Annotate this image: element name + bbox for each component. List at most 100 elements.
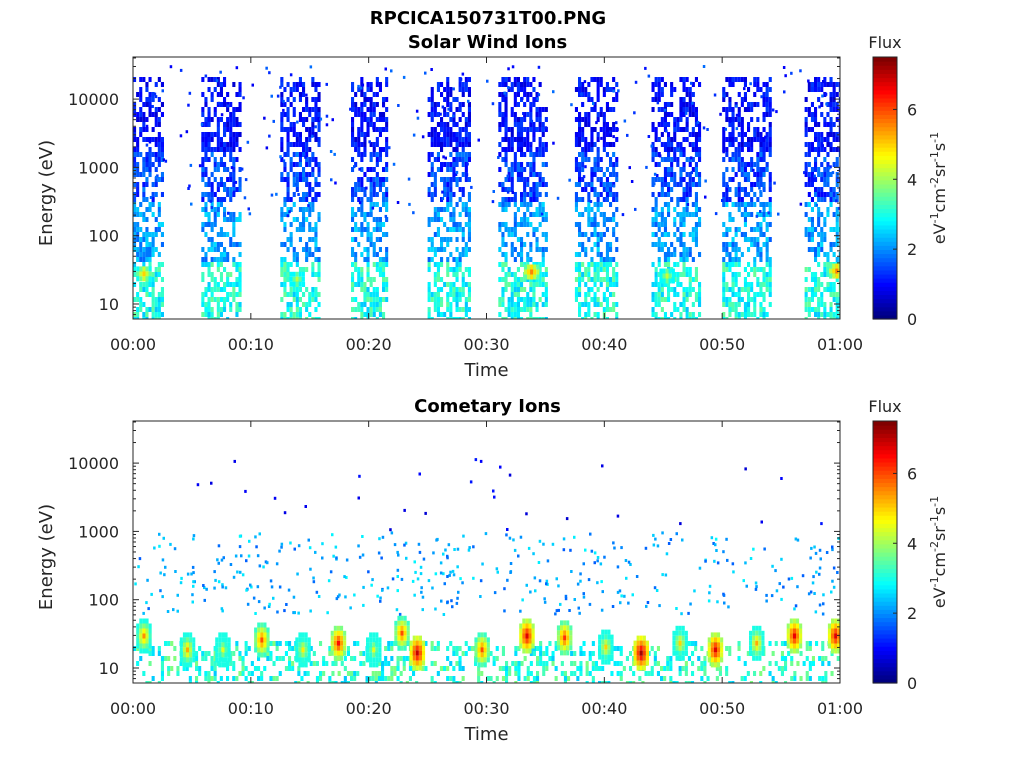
heatmap-cell xyxy=(807,182,811,187)
heatmap-cell xyxy=(305,117,309,122)
heatmap-cell xyxy=(532,212,536,217)
heatmap-cell xyxy=(317,172,321,177)
heatmap-cell xyxy=(651,142,655,147)
heatmap-cell xyxy=(458,187,462,192)
heatmap-cell xyxy=(286,207,290,212)
heatmap-cell xyxy=(541,217,545,222)
heatmap-cell xyxy=(452,317,456,319)
heatmap-cell xyxy=(541,262,545,267)
heatmap-cell xyxy=(826,182,830,187)
heatmap-cell xyxy=(136,307,140,312)
heatmap-cell xyxy=(136,187,140,192)
heatmap-cell xyxy=(599,107,603,112)
heatmap-cell xyxy=(526,232,530,237)
heatmap-cell xyxy=(814,292,818,297)
heatmap-cell xyxy=(161,558,165,562)
heatmap-cell xyxy=(740,232,744,237)
heatmap-cell xyxy=(663,297,667,302)
heatmap-cell xyxy=(691,112,695,117)
heatmap-cell xyxy=(538,122,542,127)
heatmap-cell xyxy=(443,112,447,117)
heatmap-cell xyxy=(740,142,744,147)
heatmap-cell xyxy=(583,80,587,84)
heatmap-cell xyxy=(161,89,164,93)
heatmap-cell xyxy=(317,162,321,167)
heatmap-cell xyxy=(145,124,149,128)
heatmap-cell xyxy=(305,302,309,307)
heatmap-cell xyxy=(498,167,502,172)
heatmap-cell xyxy=(286,152,290,157)
heatmap-cell xyxy=(160,277,164,282)
heatmap-cell xyxy=(814,252,818,257)
heatmap-cell xyxy=(311,134,314,138)
heatmap-cell xyxy=(513,137,517,142)
heatmap-cell xyxy=(581,117,585,122)
heatmap-cell xyxy=(768,127,772,132)
heatmap-cell xyxy=(461,152,465,157)
heatmap-cell xyxy=(670,102,674,107)
heatmap-cell xyxy=(142,197,146,202)
heatmap-cell xyxy=(430,137,434,142)
heatmap-cell xyxy=(154,312,158,317)
heatmap-cell xyxy=(580,92,583,96)
heatmap-cell xyxy=(238,545,242,549)
heatmap-cell xyxy=(615,277,619,282)
heatmap-cell xyxy=(357,177,361,182)
heatmap-cell xyxy=(557,584,560,588)
heatmap-cell xyxy=(504,317,508,319)
heatmap-cell xyxy=(664,573,668,577)
heatmap-cell xyxy=(532,162,536,167)
heatmap-cells xyxy=(133,65,840,319)
heatmap-cell xyxy=(694,162,698,167)
heatmap-cell xyxy=(685,182,689,187)
heatmap-cell xyxy=(458,177,462,182)
heatmap-cell xyxy=(698,566,702,570)
heatmap-cell xyxy=(831,579,834,583)
heatmap-cell xyxy=(654,147,658,152)
heatmap-cell xyxy=(654,292,658,297)
heatmap-cell xyxy=(238,534,242,538)
heatmap-cell xyxy=(657,282,661,287)
heatmap-cell xyxy=(750,107,754,112)
heatmap-cell xyxy=(756,197,760,202)
heatmap-cell xyxy=(369,212,373,217)
heatmap-cell xyxy=(599,202,603,207)
heatmap-cell xyxy=(154,192,158,197)
heatmap-cell xyxy=(238,262,242,267)
heatmap-cell xyxy=(215,79,219,83)
heatmap-cell xyxy=(513,197,517,202)
heatmap-cell xyxy=(602,277,606,282)
heatmap-cell xyxy=(728,212,732,217)
colorbar-step xyxy=(873,106,897,111)
heatmap-cell xyxy=(193,580,196,584)
heatmap-cell xyxy=(529,247,533,252)
heatmap-cell xyxy=(369,157,373,162)
heatmap-cell xyxy=(532,287,536,292)
heatmap-cell xyxy=(226,217,230,222)
heatmap-cell xyxy=(351,187,355,192)
heatmap-cell xyxy=(530,269,534,275)
heatmap-cell xyxy=(372,167,376,172)
heatmap-cell xyxy=(360,77,364,82)
heatmap-cell xyxy=(609,130,612,134)
heatmap-cell xyxy=(762,212,766,217)
heatmap-cell xyxy=(385,282,389,287)
heatmap-cell xyxy=(574,192,578,197)
heatmap-cell xyxy=(136,207,140,212)
heatmap-cell xyxy=(375,267,379,272)
heatmap-cell xyxy=(419,572,423,576)
heatmap-cell xyxy=(308,247,312,252)
heatmap-cell xyxy=(838,187,840,192)
heatmap-cell xyxy=(532,122,536,127)
heatmap-cell xyxy=(265,66,268,70)
heatmap-cell xyxy=(246,140,250,144)
heatmap-cell xyxy=(449,641,453,646)
heatmap-cell xyxy=(698,292,702,297)
heatmap-cell xyxy=(612,217,616,222)
heatmap-cell xyxy=(351,227,355,232)
heatmap-cell xyxy=(245,588,248,592)
heatmap-cell xyxy=(292,182,296,187)
heatmap-cell xyxy=(446,297,450,302)
heatmap-cell xyxy=(673,87,677,92)
